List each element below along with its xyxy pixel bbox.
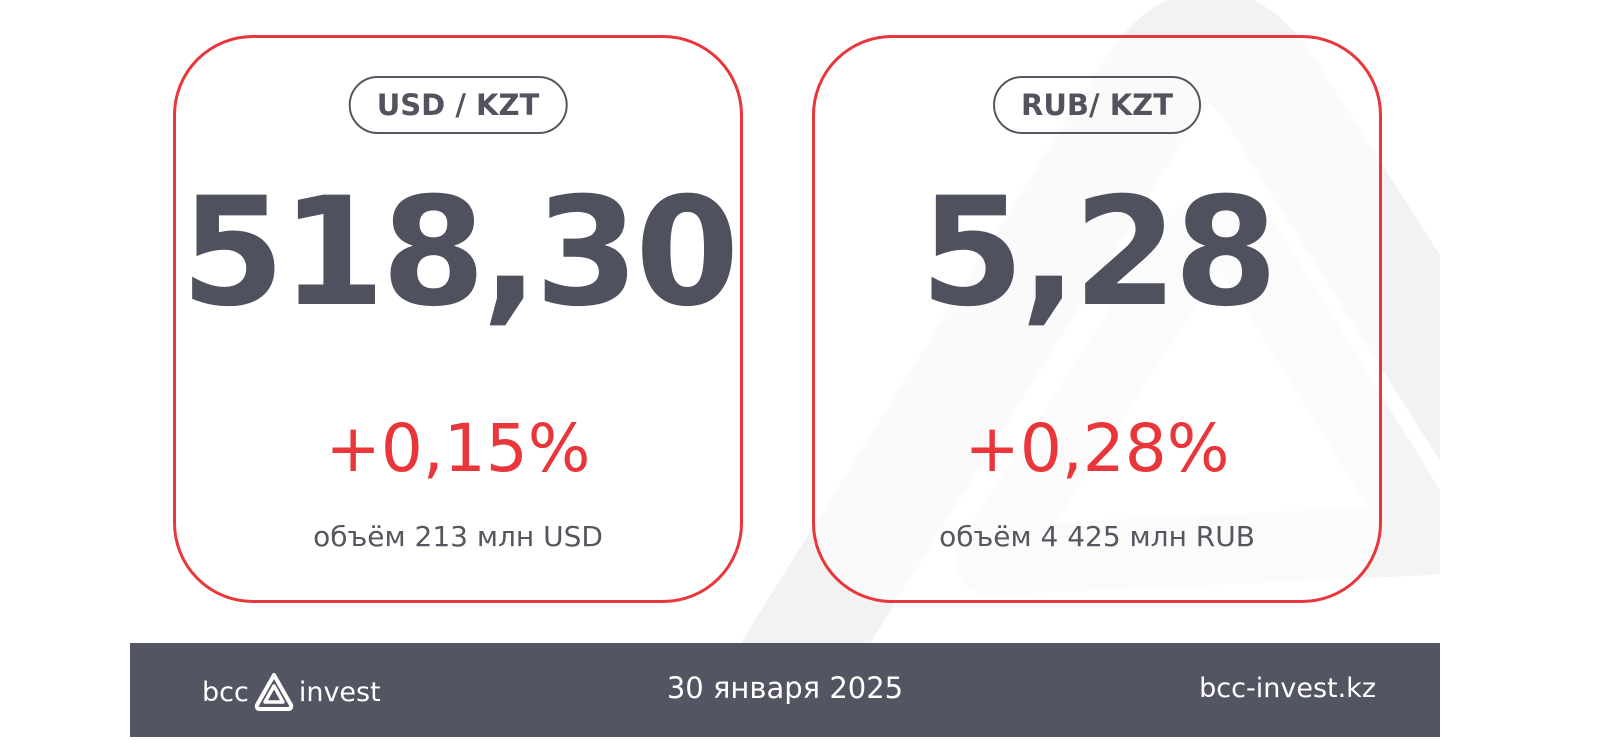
footer-bar: bcc invest 30 января 2025 bcc-invest.kz [130, 643, 1440, 737]
trading-volume: объём 4 425 млн RUB [939, 520, 1255, 553]
currency-pair-label: RUB/ KZT [993, 76, 1201, 134]
report-date: 30 января 2025 [666, 671, 904, 705]
website-link[interactable]: bcc-invest.kz [1199, 673, 1376, 704]
logo-text-invest: invest [298, 676, 381, 708]
bcc-invest-logo: bcc invest [202, 671, 381, 713]
triangle-logo-icon [254, 673, 294, 711]
infographic-canvas: USD / KZT 518,30 +0,15% объём 213 млн US… [130, 0, 1440, 643]
exchange-rate: 5,28 [919, 166, 1278, 340]
usd-kzt-card: USD / KZT 518,30 +0,15% объём 213 млн US… [173, 35, 743, 603]
logo-text-bcc: bcc [202, 676, 249, 708]
currency-pair-label: USD / KZT [348, 76, 568, 134]
rub-kzt-card: RUB/ KZT 5,28 +0,28% объём 4 425 млн RUB [812, 35, 1382, 603]
exchange-rate: 518,30 [180, 166, 740, 340]
rate-change: +0,28% [964, 410, 1230, 487]
rate-change: +0,15% [325, 410, 591, 487]
trading-volume: объём 213 млн USD [313, 520, 603, 553]
